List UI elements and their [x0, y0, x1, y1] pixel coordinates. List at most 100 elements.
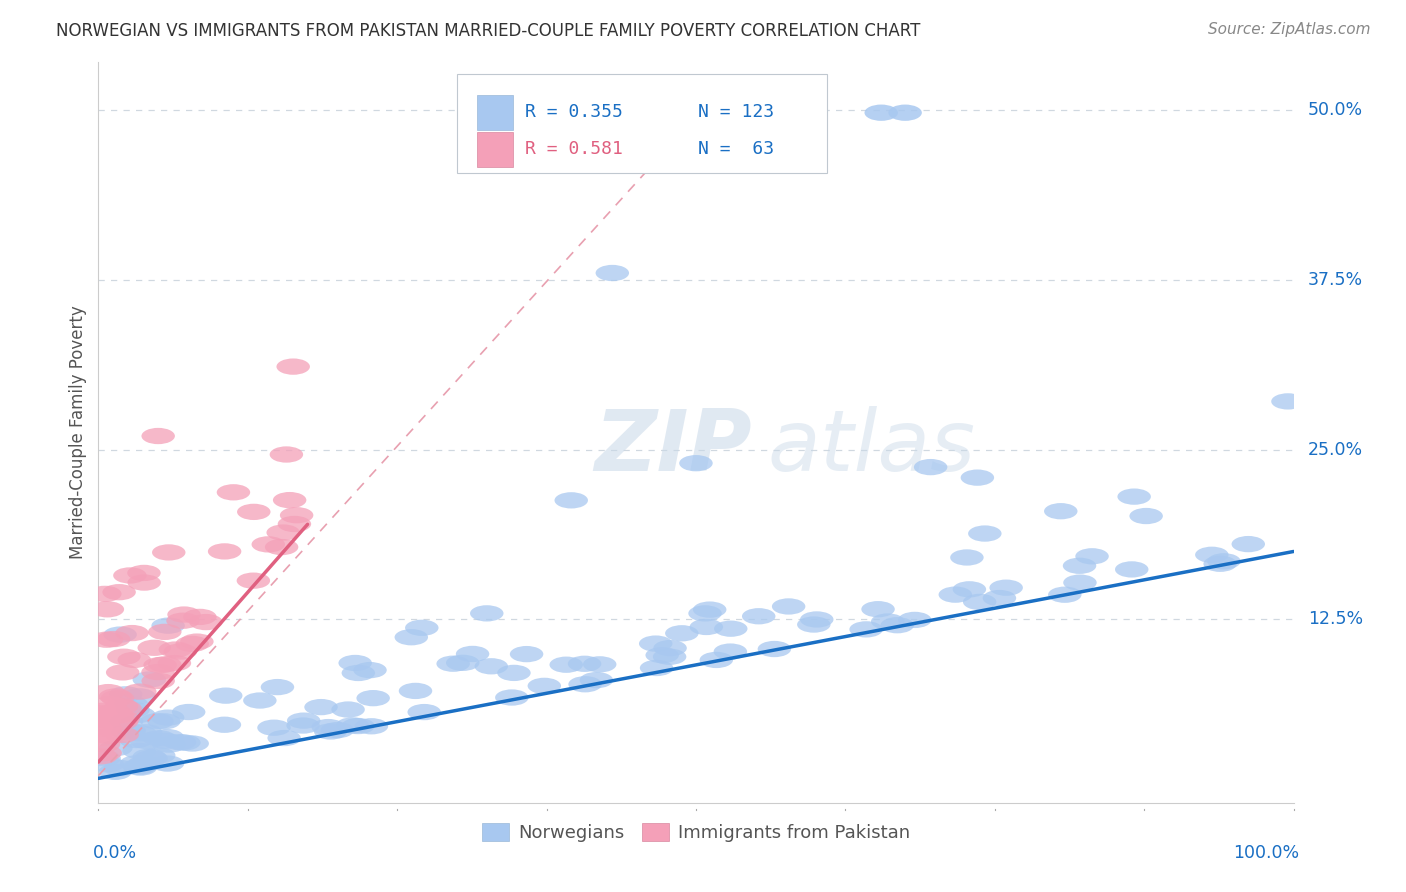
Ellipse shape [527, 678, 561, 694]
Ellipse shape [714, 621, 748, 637]
Ellipse shape [267, 524, 299, 541]
Ellipse shape [110, 714, 143, 730]
Ellipse shape [1115, 561, 1149, 577]
Ellipse shape [1118, 489, 1152, 505]
Ellipse shape [89, 745, 122, 761]
Ellipse shape [129, 724, 162, 740]
Ellipse shape [758, 640, 792, 657]
Ellipse shape [135, 750, 167, 766]
Ellipse shape [122, 758, 156, 774]
Ellipse shape [141, 664, 174, 681]
Ellipse shape [87, 736, 121, 752]
Ellipse shape [652, 648, 686, 665]
Ellipse shape [118, 652, 150, 668]
Ellipse shape [120, 756, 153, 772]
Ellipse shape [217, 484, 250, 500]
Ellipse shape [148, 624, 181, 640]
Ellipse shape [152, 737, 186, 753]
Ellipse shape [342, 718, 375, 734]
Ellipse shape [167, 607, 201, 623]
Ellipse shape [273, 492, 307, 508]
Ellipse shape [100, 740, 132, 756]
Text: ZIP: ZIP [595, 406, 752, 489]
Ellipse shape [90, 756, 124, 772]
Ellipse shape [166, 613, 200, 629]
Ellipse shape [408, 704, 441, 720]
Ellipse shape [689, 619, 723, 635]
Ellipse shape [700, 652, 733, 668]
Text: 25.0%: 25.0% [1308, 441, 1362, 458]
Ellipse shape [101, 707, 134, 724]
Ellipse shape [98, 764, 132, 780]
Ellipse shape [167, 734, 201, 751]
Ellipse shape [280, 507, 314, 524]
Ellipse shape [1208, 553, 1240, 569]
Ellipse shape [665, 625, 699, 641]
Ellipse shape [475, 658, 508, 674]
Ellipse shape [270, 446, 304, 463]
Ellipse shape [176, 636, 209, 652]
Ellipse shape [90, 632, 124, 648]
Ellipse shape [470, 605, 503, 622]
Ellipse shape [339, 655, 373, 671]
Ellipse shape [353, 662, 387, 678]
Ellipse shape [1232, 536, 1265, 552]
Ellipse shape [583, 657, 616, 673]
Ellipse shape [654, 640, 686, 657]
Ellipse shape [579, 672, 613, 689]
FancyBboxPatch shape [477, 132, 513, 167]
Ellipse shape [456, 646, 489, 662]
Ellipse shape [208, 543, 242, 559]
Ellipse shape [742, 608, 776, 624]
Ellipse shape [148, 657, 181, 673]
Ellipse shape [183, 608, 217, 625]
Ellipse shape [115, 625, 149, 641]
Ellipse shape [405, 620, 439, 636]
Ellipse shape [640, 660, 673, 676]
Ellipse shape [1063, 574, 1097, 591]
Ellipse shape [142, 730, 176, 747]
Ellipse shape [124, 759, 157, 776]
Ellipse shape [152, 617, 184, 634]
Ellipse shape [679, 455, 713, 471]
Ellipse shape [568, 676, 602, 692]
Ellipse shape [446, 655, 479, 671]
Ellipse shape [87, 750, 121, 766]
Ellipse shape [87, 703, 120, 719]
Ellipse shape [689, 605, 721, 622]
Ellipse shape [510, 646, 543, 662]
Ellipse shape [209, 688, 242, 704]
Ellipse shape [157, 655, 191, 672]
Ellipse shape [950, 549, 984, 566]
Ellipse shape [1195, 547, 1229, 563]
Text: 37.5%: 37.5% [1308, 271, 1362, 289]
Ellipse shape [150, 709, 184, 726]
Ellipse shape [127, 565, 160, 581]
Ellipse shape [104, 714, 138, 731]
FancyBboxPatch shape [457, 73, 827, 173]
Ellipse shape [772, 599, 806, 615]
Ellipse shape [101, 690, 134, 706]
Text: Source: ZipAtlas.com: Source: ZipAtlas.com [1208, 22, 1371, 37]
Ellipse shape [128, 574, 160, 591]
Legend: Norwegians, Immigrants from Pakistan: Norwegians, Immigrants from Pakistan [474, 815, 918, 849]
Ellipse shape [89, 721, 122, 737]
Y-axis label: Married-Couple Family Poverty: Married-Couple Family Poverty [69, 306, 87, 559]
Ellipse shape [120, 732, 153, 748]
Ellipse shape [159, 641, 193, 657]
Ellipse shape [111, 724, 145, 740]
Ellipse shape [889, 104, 922, 120]
Text: 100.0%: 100.0% [1233, 844, 1299, 862]
Ellipse shape [97, 631, 131, 648]
Ellipse shape [568, 656, 602, 672]
Text: 50.0%: 50.0% [1308, 101, 1362, 119]
Ellipse shape [243, 692, 277, 708]
Ellipse shape [150, 729, 184, 745]
Ellipse shape [990, 580, 1024, 596]
Ellipse shape [436, 656, 470, 672]
Ellipse shape [163, 643, 197, 660]
Ellipse shape [97, 704, 131, 720]
Ellipse shape [870, 614, 904, 630]
Ellipse shape [495, 690, 529, 706]
Ellipse shape [880, 617, 914, 633]
